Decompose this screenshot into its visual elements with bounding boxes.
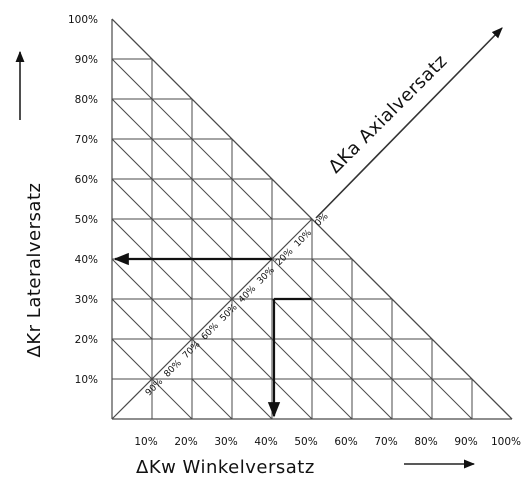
grid-cell-diagonal <box>271 258 313 300</box>
grid-cell-diagonal <box>191 178 233 220</box>
axial-tick-label: 10% <box>293 228 315 250</box>
grid-cell-diagonal <box>111 58 153 100</box>
axial-tick-label: 20% <box>274 246 296 268</box>
axial-tick-label: 0% <box>313 211 330 228</box>
diagonal-axis-label: ΔKa Axialversatz <box>325 51 452 178</box>
grid-cell-diagonal <box>111 338 153 380</box>
axial-tick-label: 80% <box>163 358 185 380</box>
grid-cell-diagonal <box>231 298 273 340</box>
grid-cell-diagonal <box>271 178 313 220</box>
grid-cell-diagonal <box>111 218 153 260</box>
grid-cell-diagonal <box>151 218 193 260</box>
grid-cell-diagonal <box>351 378 393 420</box>
grid-cell-diagonal <box>191 218 233 260</box>
y-tick-label: 30% <box>75 294 98 306</box>
grid-cell-diagonal <box>431 378 473 420</box>
y-axis-label: ΔKr Lateralversatz <box>24 183 45 358</box>
grid-cell-diagonal <box>231 378 273 420</box>
example-reading <box>113 252 312 418</box>
grid-cell-diagonal <box>111 258 153 300</box>
x-tick-label: 80% <box>414 436 437 448</box>
y-tick-label: 50% <box>75 214 98 226</box>
grid-cell-diagonal <box>311 378 353 420</box>
axial-tick-label: 30% <box>256 265 278 287</box>
grid-cell-diagonal <box>191 258 233 300</box>
x-tick-label: 60% <box>334 436 357 448</box>
x-tick-label: 90% <box>454 436 477 448</box>
axial-tick-label: 50% <box>218 302 240 324</box>
x-axis-label: ΔKw Winkelversatz <box>136 457 315 478</box>
grid-cell-diagonal <box>351 258 393 300</box>
grid-cell-diagonal <box>231 218 273 260</box>
x-tick-label: 70% <box>374 436 397 448</box>
grid-cell-diagonal <box>271 338 313 380</box>
separator-diagonal <box>111 218 313 420</box>
y-tick-label: 20% <box>75 334 98 346</box>
y-tick-label: 60% <box>75 174 98 186</box>
grid-cell-diagonal <box>231 138 273 180</box>
y-tick-label: 70% <box>75 134 98 146</box>
y-tick-label: 10% <box>75 374 98 386</box>
axial-tick-label: 40% <box>237 284 259 306</box>
grid-cell-diagonal <box>111 178 153 220</box>
grid-cell-diagonal <box>431 338 473 380</box>
grid-cell-diagonal <box>351 298 393 340</box>
grid-cell-diagonal <box>151 298 193 340</box>
grid-cell-diagonal <box>311 258 353 300</box>
y-tick-label: 80% <box>75 94 98 106</box>
grid-cell-diagonal <box>311 298 353 340</box>
grid-cell-diagonal <box>151 98 193 140</box>
grid-cell-diagonal <box>191 378 233 420</box>
grid-cell-diagonal <box>151 258 193 300</box>
grid-cell-diagonal <box>231 178 273 220</box>
grid-cell-diagonal <box>271 298 313 340</box>
grid-cell-diagonal <box>151 378 193 420</box>
grid-cell-diagonal <box>111 98 153 140</box>
grid-cell-diagonal <box>271 378 313 420</box>
grid-cell-diagonal <box>391 298 433 340</box>
grid-cell-diagonal <box>231 338 273 380</box>
x-tick-label: 30% <box>214 436 237 448</box>
grid-cell-diagonal <box>151 138 193 180</box>
grid-cell-diagonal <box>311 218 353 260</box>
grid-cell-diagonal <box>191 98 233 140</box>
x-tick-label: 50% <box>294 436 317 448</box>
grid-cell-diagonal <box>351 338 393 380</box>
grid-cell-diagonal <box>311 338 353 380</box>
grid-cell-diagonal <box>391 378 433 420</box>
grid-cell-diagonal <box>151 58 193 100</box>
grid-cell-diagonal <box>191 138 233 180</box>
x-tick-label: 100% <box>491 436 521 448</box>
y-tick-label: 100% <box>68 14 98 26</box>
grid-cell-diagonal <box>191 338 233 380</box>
grid-cell-diagonal <box>111 298 153 340</box>
x-tick-label: 10% <box>134 436 157 448</box>
x-tick-label: 20% <box>174 436 197 448</box>
y-tick-label: 40% <box>75 254 98 266</box>
grid-cell-diagonal <box>111 138 153 180</box>
axial-axis-arrow <box>315 27 503 219</box>
axial-tick-label: 90% <box>144 377 166 399</box>
y-tick-label: 90% <box>75 54 98 66</box>
grid-cell-diagonal <box>391 338 433 380</box>
grid-cell-diagonal <box>111 18 153 60</box>
grid-cell-diagonal <box>471 378 513 420</box>
x-tick-label: 40% <box>254 436 277 448</box>
grid-cell-diagonal <box>151 178 193 220</box>
